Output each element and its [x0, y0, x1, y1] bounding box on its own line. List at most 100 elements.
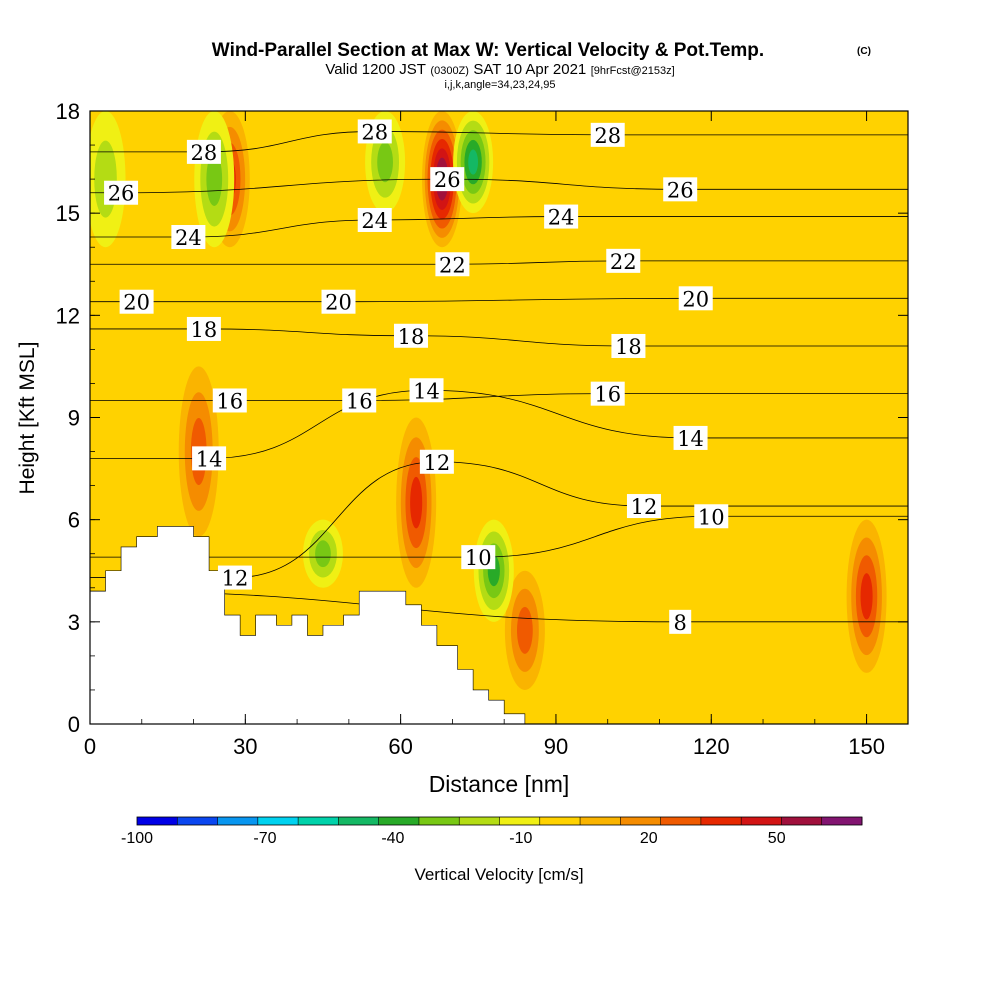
- theta-label-box: [669, 609, 692, 634]
- theta-label-box: [409, 378, 444, 403]
- theta-label-28: 8: [669, 609, 692, 635]
- theta-label-box: [104, 180, 139, 205]
- updraft-core-3-level-3: [410, 476, 423, 529]
- theta-label-4: 18: [186, 316, 221, 342]
- theta-label-20: 26: [663, 177, 698, 202]
- subtitle-valid: Valid 1200 JST: [325, 61, 426, 78]
- x-tick-label: 120: [693, 734, 730, 759]
- theta-label-text: 16: [346, 389, 373, 413]
- colorbar-tick-label: 50: [768, 830, 786, 847]
- theta-label-7: 12: [217, 565, 252, 591]
- colorbar-segment: [539, 817, 581, 825]
- theta-label-text: 8: [674, 611, 687, 635]
- theta-label-text: 20: [682, 287, 709, 311]
- velocity-field: [90, 111, 887, 690]
- theta-label-text: 18: [191, 318, 218, 342]
- theta-label-box: [186, 139, 221, 164]
- theta-label-box: [357, 207, 392, 232]
- theta-label-box: [663, 177, 698, 202]
- downdraft-core-1-level-2: [206, 152, 223, 206]
- theta-label-box: [212, 388, 247, 413]
- grid-info: i,j,k,angle=34,23,24,95: [444, 79, 555, 91]
- theta-label-text: 12: [424, 451, 451, 475]
- y-tick-label: 12: [56, 303, 80, 328]
- subtitle-date: SAT 10 Apr 2021: [473, 61, 586, 78]
- theta-label-text: 28: [594, 124, 621, 148]
- theta-label-text: 18: [615, 335, 642, 359]
- colorbar-segment: [700, 817, 742, 825]
- theta-label-text: 22: [610, 250, 637, 274]
- theta-label-text: 22: [439, 253, 466, 277]
- updraft-core-5-level-3: [860, 573, 873, 620]
- colorbar-segment: [418, 817, 460, 825]
- theta-label-text: 20: [325, 291, 352, 315]
- axes: 0 30 60 90 120 150 0 3 6 9 12 15 18: [56, 99, 908, 759]
- theta-contour-8: [90, 590, 908, 623]
- x-tick-label: 150: [848, 734, 885, 759]
- downdraft-core-3-level-4: [468, 149, 479, 175]
- chart-title: Wind-Parallel Section at Max W: Vertical…: [212, 40, 764, 61]
- colorbar-segment: [298, 817, 339, 825]
- x-tick-label: 60: [388, 734, 412, 759]
- subtitle-zulu: (0300Z): [430, 65, 469, 77]
- colorbar-segment: [217, 817, 259, 825]
- y-tick-label: 0: [68, 712, 80, 737]
- theta-label-box: [342, 388, 377, 413]
- theta-label-box: [393, 323, 428, 348]
- theta-label-text: 10: [698, 505, 725, 529]
- theta-label-box: [217, 565, 252, 590]
- y-tick-label: 15: [56, 201, 80, 226]
- theta-label-19: 28: [590, 122, 625, 148]
- theta-label-5: 16: [212, 388, 247, 413]
- theta-contour-22: [90, 260, 908, 265]
- theta-contour-labels: 26 28 24 20 18 16 14 12 28 24 20 18 16 14 26 22 12 10 24 28…: [104, 119, 729, 635]
- theta-label-box: [192, 446, 227, 471]
- colorbar-tick-label: -40: [381, 830, 404, 847]
- theta-label-18: 24: [544, 204, 579, 230]
- chart-title-mark: (C): [857, 46, 871, 57]
- theta-label-box: [544, 204, 579, 229]
- colorbar-tick-label: -70: [253, 830, 276, 847]
- theta-label-box: [119, 289, 154, 314]
- colorbar-segment: [338, 817, 380, 825]
- theta-label-15: 22: [435, 252, 470, 277]
- theta-label-box: [590, 122, 625, 147]
- theta-label-text: 26: [434, 168, 461, 192]
- theta-label-text: 12: [222, 567, 249, 591]
- colorbar-tick-label: 20: [640, 830, 658, 847]
- theta-label-text: 26: [667, 178, 694, 202]
- colorbar: -100 -70 -40 -10 20 50: [121, 816, 863, 847]
- theta-label-text: 16: [594, 383, 621, 407]
- theta-label-box: [673, 425, 708, 450]
- downdraft-core-2-level-2: [377, 141, 393, 183]
- theta-label-21: 22: [606, 248, 641, 274]
- theta-label-14: 26: [430, 167, 465, 192]
- theta-contour-10: [90, 515, 908, 558]
- theta-label-box: [171, 225, 206, 250]
- theta-label-text: 12: [631, 495, 658, 519]
- theta-label-box: [357, 119, 392, 144]
- theta-label-text: 10: [465, 546, 492, 570]
- theta-label-text: 28: [191, 141, 218, 165]
- theta-label-22: 20: [678, 286, 713, 311]
- theta-label-box: [435, 252, 470, 277]
- y-axis-label: Height [Kft MSL]: [16, 342, 39, 495]
- theta-label-text: 14: [413, 379, 440, 403]
- theta-label-box: [611, 333, 646, 358]
- theta-label-text: 24: [175, 226, 202, 250]
- x-tick-label: 0: [84, 734, 96, 759]
- theta-label-box: [419, 449, 454, 474]
- theta-label-0: 26: [104, 180, 139, 206]
- theta-label-box: [321, 289, 356, 314]
- theta-label-8: 28: [357, 119, 392, 144]
- theta-label-25: 14: [673, 425, 708, 451]
- theta-label-17: 10: [461, 545, 496, 570]
- colorbar-segment: [660, 817, 702, 825]
- chart-subtitle: Valid 1200 JST (0300Z) SAT 10 Apr 2021 […: [325, 61, 674, 78]
- colorbar-segment: [781, 817, 823, 825]
- theta-label-box: [461, 545, 496, 570]
- terrain: [89, 526, 526, 725]
- theta-label-text: 16: [216, 389, 243, 413]
- colorbar-segment: [580, 817, 621, 825]
- theta-label-text: 24: [548, 206, 575, 230]
